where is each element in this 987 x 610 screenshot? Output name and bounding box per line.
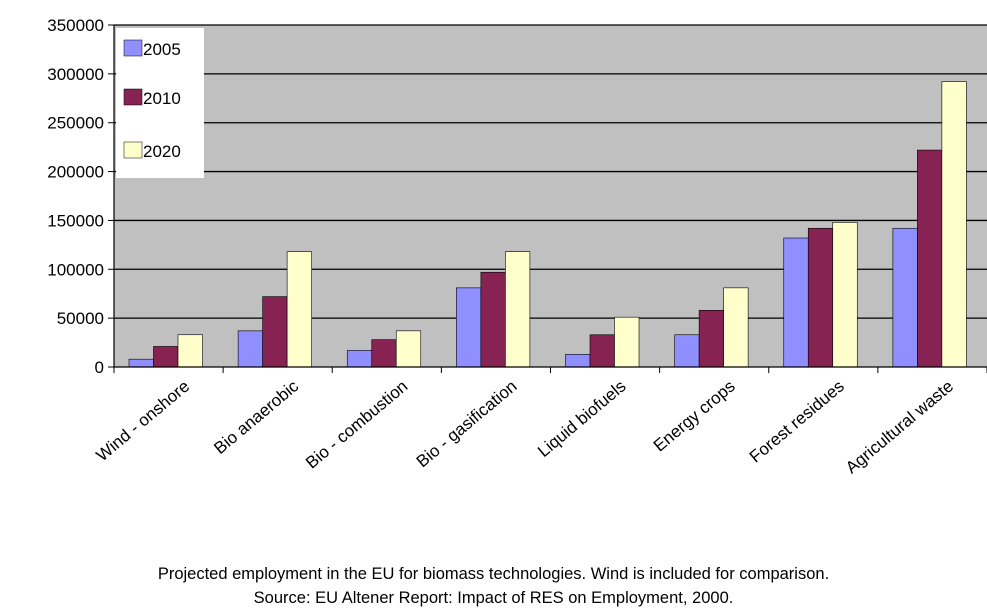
category-label: Bio - combustion <box>302 377 411 473</box>
bar-2020-3 <box>505 251 531 368</box>
bar-2020-2 <box>395 330 422 368</box>
y-tick-label: 100000 <box>47 260 104 279</box>
category-label: Energy crops <box>650 377 739 456</box>
bar-2010-6 <box>807 227 834 368</box>
bar-2020-4 <box>614 316 640 368</box>
bar-2020-6 <box>832 222 858 368</box>
bar-2020-1 <box>286 251 312 368</box>
bar-chart: 350000 300000 250000 200000 150000 100000 5000… <box>47 16 987 477</box>
legend-swatch-2010 <box>123 88 143 106</box>
bar-2005-5 <box>674 334 700 368</box>
bars <box>128 81 967 368</box>
category-labels: Wind - onshore Bio anaerobic Bio - combust… <box>93 376 957 477</box>
bar-2005-1 <box>237 330 263 368</box>
y-tick-labels: 350000 300000 250000 200000 150000 100000 5000… <box>47 16 104 377</box>
y-tick-label: 150000 <box>47 211 104 230</box>
legend-label-2020: 2020 <box>143 142 181 161</box>
bar-2010-7 <box>917 149 943 368</box>
category-label: Bio anaerobic <box>210 376 302 458</box>
y-tick-label: 300000 <box>47 65 104 84</box>
bar-2010-3 <box>480 271 506 368</box>
bar-2005-2 <box>346 350 373 368</box>
caption-line-2: Source: EU Altener Report: Impact of RES… <box>253 589 734 607</box>
bar-2020-5 <box>723 287 749 368</box>
bar-2005-6 <box>783 237 809 368</box>
bar-2005-7 <box>892 227 918 368</box>
bar-2010-5 <box>698 310 724 368</box>
bar-2005-3 <box>456 287 482 368</box>
category-label: Wind - onshore <box>93 377 194 466</box>
category-label: Agricultural waste <box>842 377 957 478</box>
bar-2020-7 <box>941 81 967 368</box>
axes <box>108 24 987 373</box>
legend: 2005 2010 2020 <box>116 28 204 178</box>
category-label: Liquid biofuels <box>534 377 629 461</box>
bar-2005-4 <box>565 353 591 368</box>
y-tick-label: 200000 <box>47 163 104 182</box>
bar-2010-1 <box>262 296 288 368</box>
bar-2010-4 <box>589 334 615 368</box>
bar-2010-0 <box>153 346 179 368</box>
legend-label-2005: 2005 <box>143 40 181 59</box>
caption-line-1: Projected employment in the EU for bioma… <box>157 565 830 583</box>
bar-2020-0 <box>177 334 203 368</box>
y-tick-label: 0 <box>95 358 104 377</box>
y-tick-label: 250000 <box>47 114 104 133</box>
bar-2010-2 <box>371 339 397 368</box>
category-label: Bio - gasification <box>413 377 521 472</box>
bar-2005-0 <box>128 358 154 368</box>
y-tick-label: 50000 <box>57 309 104 328</box>
category-label: Forest residues <box>746 377 848 467</box>
y-tick-label: 350000 <box>47 16 104 35</box>
legend-label-2010: 2010 <box>143 89 181 108</box>
legend-swatch-2020 <box>123 141 143 159</box>
legend-swatch-2005 <box>123 39 143 57</box>
